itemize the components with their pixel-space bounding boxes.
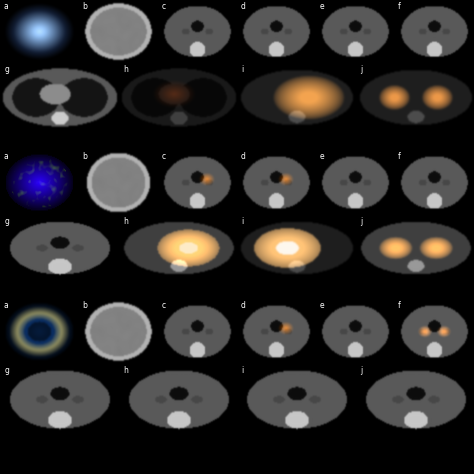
Text: j: j (360, 65, 363, 74)
Text: h: h (123, 65, 128, 74)
Text: C)  ATTRm amyloidosis: C) ATTRm amyloidosis (7, 284, 142, 297)
Text: i: i (242, 65, 244, 74)
Text: j: j (360, 366, 363, 375)
Text: a: a (3, 152, 8, 161)
Text: b: b (82, 301, 87, 310)
Text: d: d (240, 2, 245, 11)
Text: d: d (240, 152, 245, 161)
Text: h: h (123, 366, 128, 375)
Text: e: e (319, 152, 324, 161)
Text: f: f (398, 2, 401, 11)
Text: a: a (3, 2, 8, 11)
Text: f: f (398, 152, 401, 161)
Text: B)  AL amyloidosis: B) AL amyloidosis (7, 135, 116, 148)
Text: d: d (240, 301, 245, 310)
Text: h: h (123, 217, 128, 226)
Text: i: i (242, 217, 244, 226)
Text: b: b (82, 152, 87, 161)
Text: a: a (3, 301, 8, 310)
Text: c: c (161, 2, 165, 11)
Text: e: e (319, 301, 324, 310)
Text: i: i (242, 366, 244, 375)
Text: b: b (82, 2, 87, 11)
Text: f: f (398, 301, 401, 310)
Text: c: c (161, 152, 165, 161)
Text: g: g (5, 65, 9, 74)
Text: g: g (5, 366, 9, 375)
Text: g: g (5, 217, 9, 226)
Text: j: j (360, 217, 363, 226)
Text: e: e (319, 2, 324, 11)
Text: c: c (161, 301, 165, 310)
